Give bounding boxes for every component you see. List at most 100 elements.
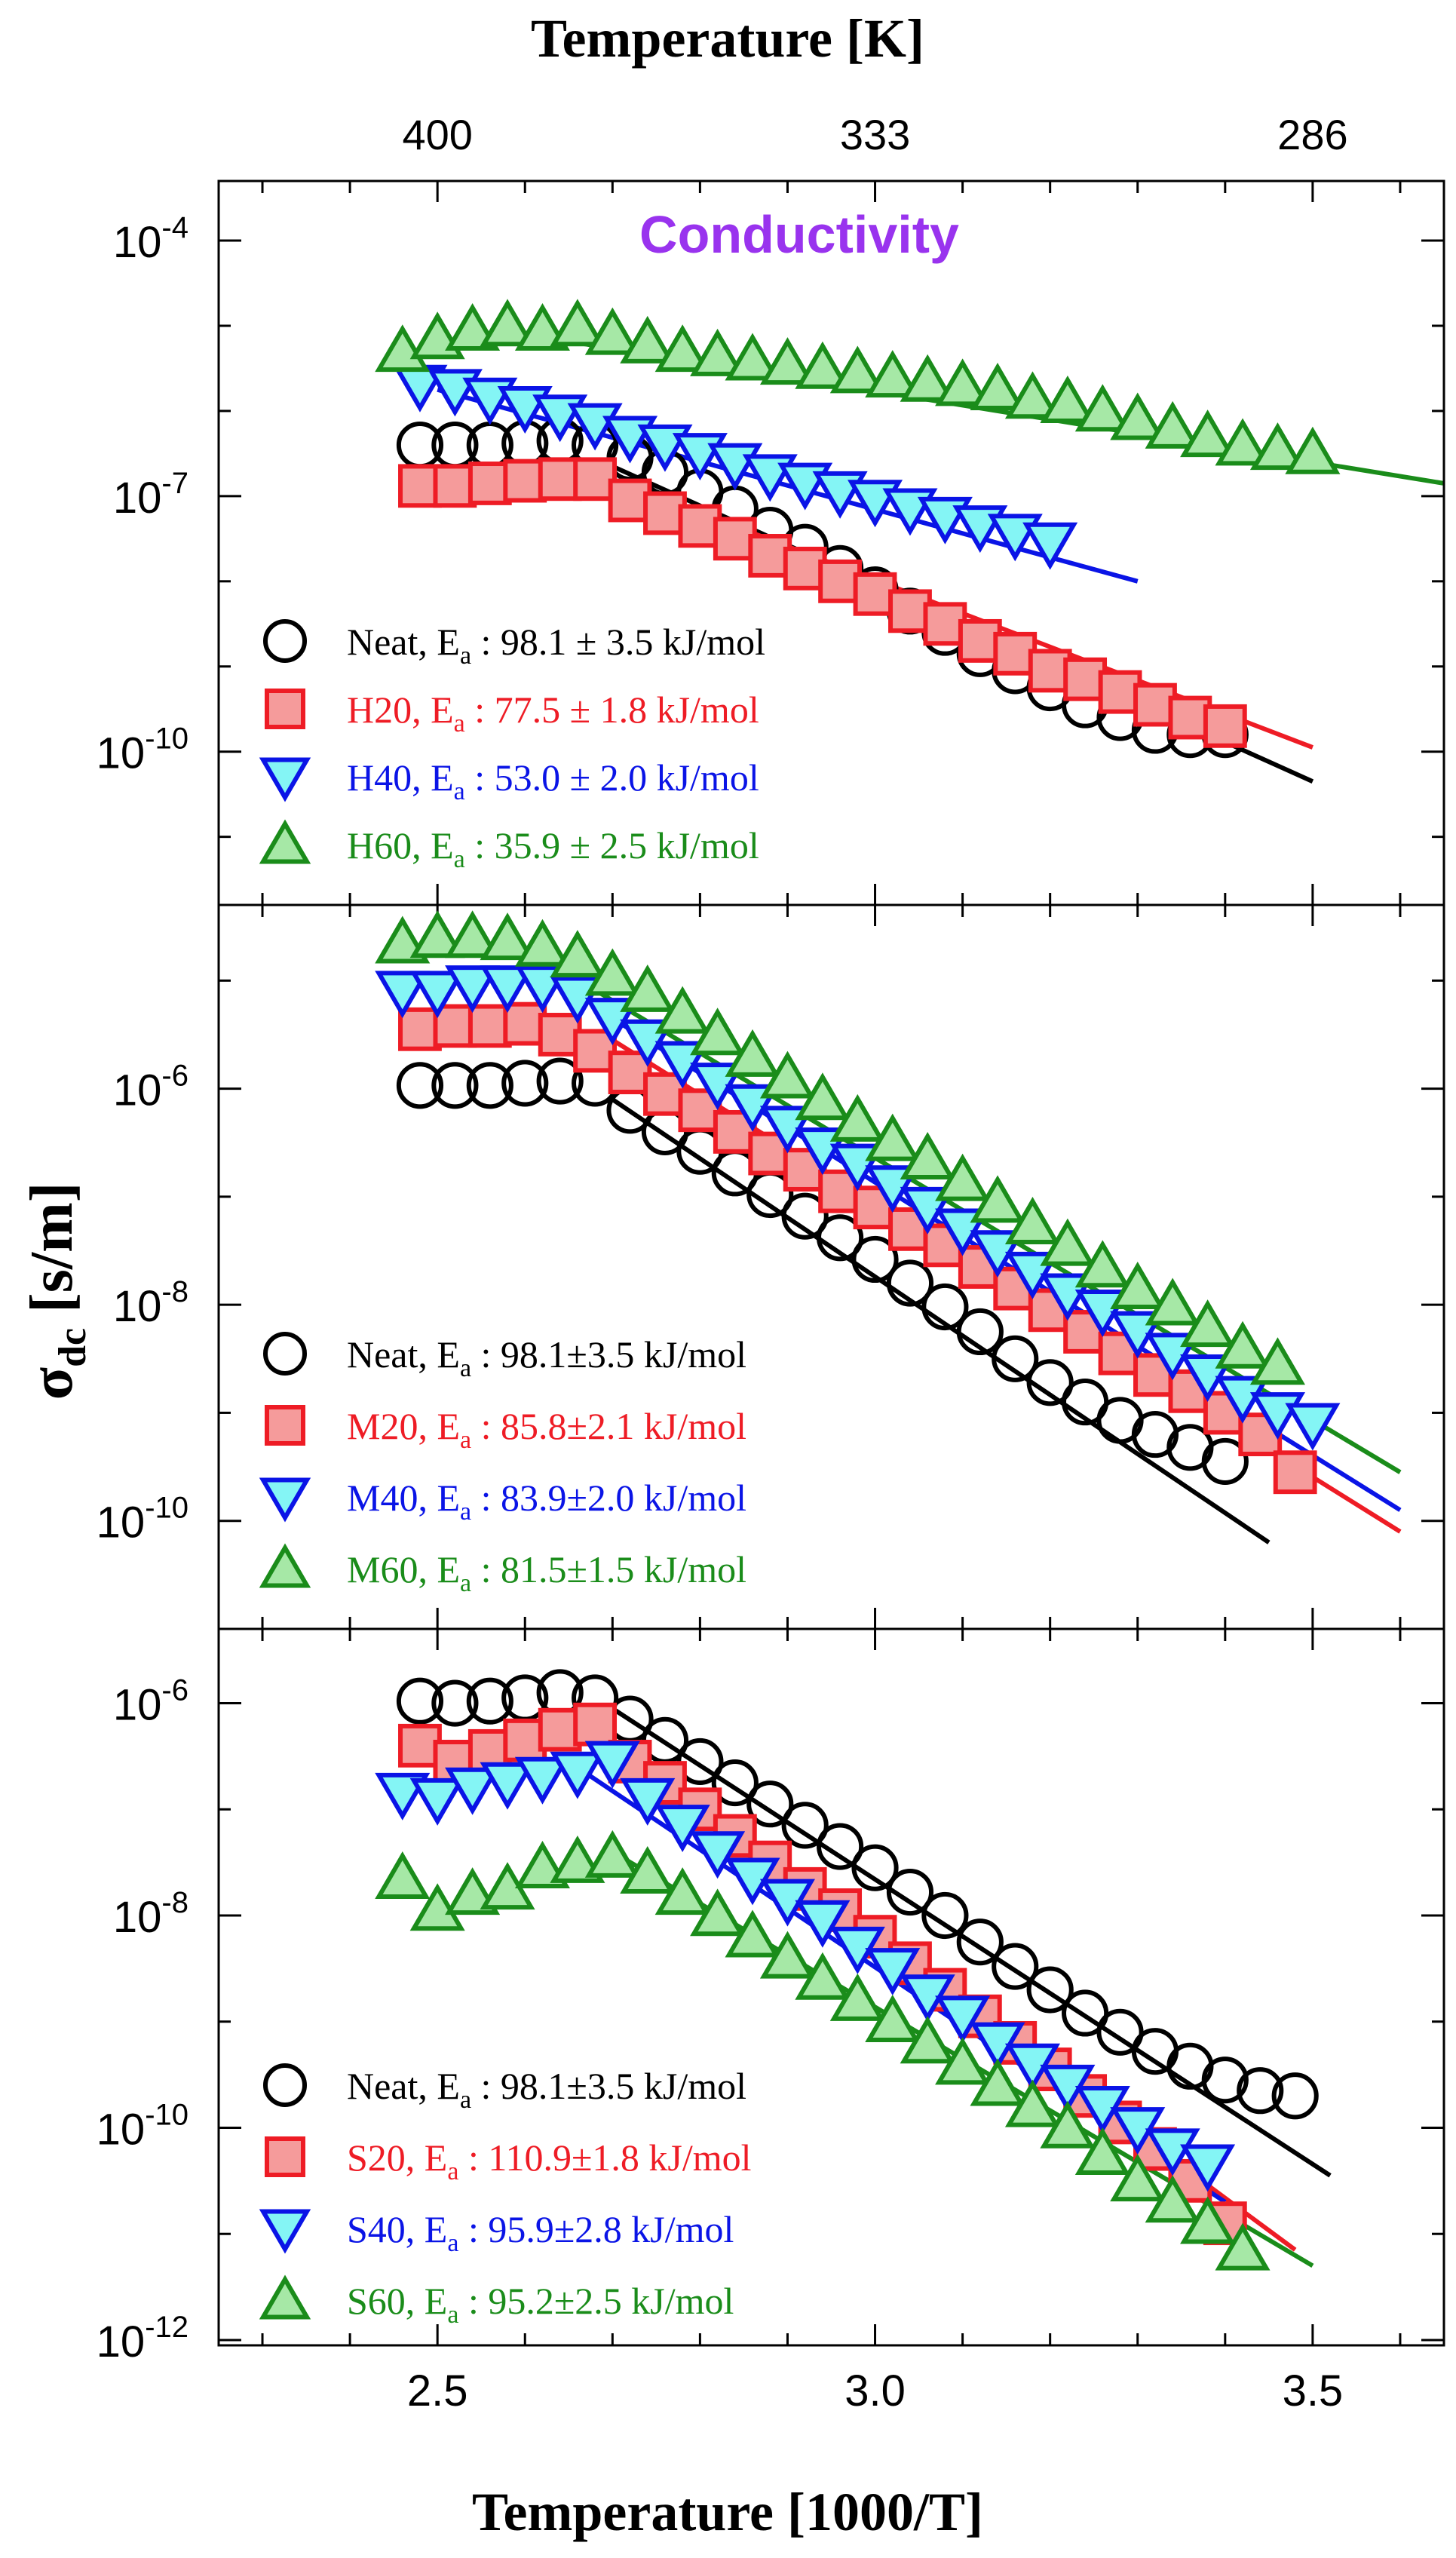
point-neat	[1096, 2008, 1144, 2056]
point-h60	[1145, 400, 1200, 449]
point-s60	[584, 1830, 640, 1878]
point-m60	[865, 1113, 921, 1161]
point-s40	[795, 1900, 851, 1948]
plot-area	[375, 1669, 1332, 2271]
point-h60	[480, 299, 535, 347]
legend-marker-neat	[263, 1332, 307, 1376]
point-h60	[935, 358, 991, 406]
point-neat	[851, 1235, 899, 1284]
point-h20	[1133, 682, 1177, 727]
y-tick-exponent: -6	[161, 1060, 189, 1093]
point-m60	[829, 1093, 885, 1142]
legend-label-neat: Neat, Ea : 98.1±3.5 kJ/mol	[347, 2065, 746, 2114]
legend-name: Neat, E	[347, 1333, 460, 1376]
legend-name: M20, E	[347, 1405, 460, 1447]
point-neat	[992, 1943, 1039, 1990]
point-h20	[783, 546, 827, 590]
point-m60	[970, 1175, 1025, 1223]
point-neat	[817, 1823, 864, 1870]
legend-value: : 95.9±2.8 kJ/mol	[458, 2208, 734, 2250]
legend-name: H40, E	[347, 756, 454, 799]
point-m60	[1180, 1299, 1236, 1348]
point-s40	[654, 1805, 710, 1853]
point-neat	[431, 1679, 479, 1727]
point-m60	[584, 948, 640, 996]
x-tick-label: 3.5	[1283, 2366, 1344, 2415]
point-h60	[865, 350, 921, 398]
y-axis-unit: [s/m]	[19, 1182, 85, 1328]
point-h60	[1180, 409, 1236, 458]
point-neat	[781, 1192, 829, 1240]
legend-value: : 85.8±2.1 kJ/mol	[471, 1405, 746, 1447]
point-s40	[865, 1948, 921, 1996]
point-neat	[711, 1759, 759, 1807]
legend-name: S60, E	[347, 2280, 447, 2322]
top-tick-label: 333	[840, 111, 910, 158]
point-m40	[409, 971, 465, 1019]
point-neat	[956, 1308, 1004, 1356]
y-tick-base: 10	[113, 1282, 162, 1331]
y-tick-label: 10-6	[113, 1060, 189, 1115]
legend-subscript: a	[454, 710, 465, 738]
legend-label-neat: Neat, Ea : 98.1 ± 3.5 kJ/mol	[347, 621, 765, 670]
point-m40	[1285, 1403, 1341, 1451]
y-tick-exponent: -10	[145, 722, 189, 756]
point-neat	[1237, 2067, 1284, 2115]
legend-label-s40: S40, Ea : 95.9±2.8 kJ/mol	[347, 2208, 734, 2257]
point-m40	[445, 965, 501, 1014]
legend-value: : 83.9±2.0 kJ/mol	[471, 1477, 746, 1519]
y-axis-title: σdc [s/m]	[19, 1182, 94, 1400]
legend-name: S40, E	[347, 2208, 447, 2250]
legend-marker-s40	[259, 2209, 311, 2254]
point-neat	[886, 1259, 934, 1307]
legend-subscript: a	[454, 778, 465, 805]
legend-name: Neat, E	[347, 621, 460, 663]
y-tick-base: 10	[97, 2105, 146, 2154]
point-m60	[795, 1072, 851, 1121]
legend-label-s20: S20, Ea : 110.9±1.8 kJ/mol	[347, 2136, 752, 2185]
legend-subscript: a	[454, 845, 465, 873]
point-s40	[584, 1741, 640, 1789]
point-m60	[445, 910, 501, 958]
point-m60	[1249, 1337, 1305, 1385]
y-tick-label: 10-12	[97, 2311, 189, 2366]
point-neat	[921, 1283, 969, 1331]
x-tick-label: 2.5	[407, 2366, 468, 2415]
point-s40	[690, 1831, 746, 1879]
point-h60	[900, 354, 955, 402]
y-tick-label: 10-8	[113, 1886, 189, 1942]
point-neat	[851, 1844, 899, 1891]
legend-marker-h40	[259, 757, 311, 802]
point-m60	[759, 1050, 815, 1099]
point-m40	[375, 971, 431, 1019]
legend-name: Neat, E	[347, 2065, 460, 2107]
point-neat	[466, 1062, 513, 1109]
point-h60	[654, 324, 710, 373]
point-m60	[1145, 1277, 1200, 1326]
point-h60	[1285, 426, 1341, 474]
point-h20	[1098, 670, 1142, 714]
top-tick-label: 400	[402, 111, 472, 158]
point-s60	[690, 1888, 746, 1937]
y-axis-subscript: dc	[51, 1328, 94, 1367]
point-m20	[748, 1131, 792, 1176]
chart-title: Conductivity	[639, 205, 959, 264]
point-s60	[935, 2037, 991, 2085]
point-m60	[935, 1153, 991, 1201]
y-tick-exponent: -10	[145, 1492, 189, 1525]
legend-marker-s60	[259, 2274, 311, 2320]
legend-name: H20, E	[347, 689, 454, 731]
fit-line-neat	[611, 1097, 1271, 1544]
point-h60	[445, 302, 501, 351]
y-axis-symbol: σ	[19, 1366, 85, 1400]
point-s60	[900, 2016, 955, 2064]
legend-name: H60, E	[347, 824, 454, 866]
point-neat	[1026, 1966, 1074, 2014]
point-neat	[1201, 2057, 1249, 2104]
point-neat	[1201, 1437, 1249, 1485]
legend-subscript: a	[460, 1569, 471, 1597]
y-tick-base: 10	[113, 1893, 162, 1942]
